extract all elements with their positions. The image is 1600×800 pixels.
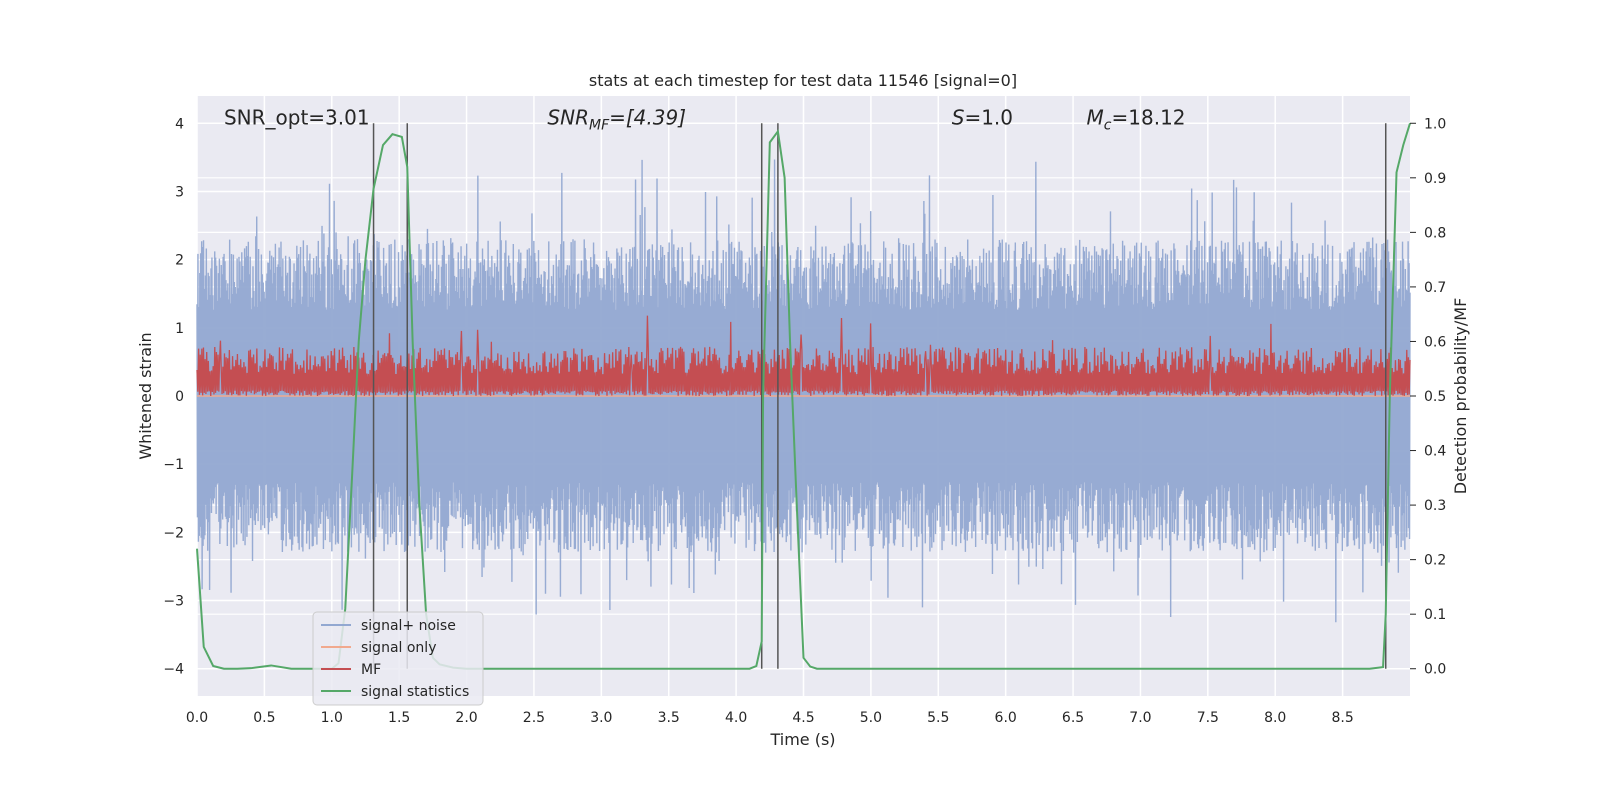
- y-left-tick-label: 1: [175, 321, 184, 337]
- y-right-tick-label: 0.4: [1424, 444, 1446, 460]
- y-left-tick-label: 2: [175, 253, 184, 269]
- x-tick-label: 8.0: [1264, 710, 1286, 726]
- x-tick-label: 2.5: [523, 710, 545, 726]
- y-left-tick-label: −2: [163, 525, 184, 541]
- chart-title: stats at each timestep for test data 115…: [589, 71, 1017, 90]
- signal-noise-line: [196, 159, 1411, 623]
- y-right-tick-label: 0.2: [1424, 553, 1446, 569]
- x-tick-label: 1.0: [321, 710, 343, 726]
- x-tick-label: 5.5: [927, 710, 949, 726]
- y-left-tick-label: −3: [163, 594, 184, 610]
- legend-label-mf: MF: [361, 662, 381, 678]
- x-tick-label: 3.0: [590, 710, 612, 726]
- legend-label-signal-statistics: signal statistics: [361, 684, 469, 700]
- y-right-tick-label: 0.8: [1424, 225, 1446, 241]
- annotation: SNRMF=[4.39]: [547, 105, 686, 133]
- x-ticks: 0.0 0.5 1.0 1.5 2.0 2.5 3.0 3.5 4.0 4.5 5.0 5.5 6.0 6…: [186, 710, 1354, 726]
- y-right-tick-label: 0.6: [1424, 334, 1446, 350]
- y-left-tick-label: −4: [163, 662, 184, 678]
- y-left-ticks: 4 3 2 1 0 −1 −2 −3 −4: [163, 116, 184, 677]
- x-tick-label: 6.5: [1062, 710, 1084, 726]
- legend-box: [312, 611, 484, 706]
- x-tick-label: 7.0: [1129, 710, 1151, 726]
- y-left-tick-label: 0: [175, 389, 184, 405]
- x-tick-label: 3.5: [658, 710, 680, 726]
- y-right-tick-label: 0.7: [1424, 280, 1446, 296]
- y-left-axis-label: Whitened strain: [136, 332, 155, 459]
- annotation: S=1.0: [952, 105, 1013, 129]
- x-tick-label: 2.0: [455, 710, 477, 726]
- mf-line: [196, 315, 1411, 397]
- mf-series: [196, 315, 1411, 397]
- y-right-tick-label: 1.0: [1424, 116, 1446, 132]
- y-right-tick-label: 0.1: [1424, 607, 1446, 623]
- signal-noise-series: [196, 159, 1411, 623]
- x-tick-label: 1.5: [388, 710, 410, 726]
- annotation: SNR_opt=3.01: [224, 105, 370, 129]
- x-tick-label: 8.5: [1331, 710, 1353, 726]
- legend-label-signal-noise: signal+ noise: [361, 618, 456, 634]
- y-left-tick-label: −1: [163, 457, 184, 473]
- y-right-tick-label: 0.0: [1424, 662, 1446, 678]
- x-tick-label: 0.0: [186, 710, 208, 726]
- y-left-tick-label: 4: [175, 116, 184, 132]
- legend: signal+ noise signal only MF signal stat…: [312, 611, 484, 706]
- annotation: Mc=18.12: [1087, 105, 1186, 133]
- x-tick-label: 4.5: [792, 710, 814, 726]
- y-right-ticks: 1.0 0.9 0.8 0.7 0.6 0.5 0.4 0.3 0.2 0.1 0.0: [1410, 116, 1446, 678]
- y-right-axis-label: Detection probability/MF: [1451, 298, 1470, 495]
- x-tick-label: 5.0: [860, 710, 882, 726]
- y-right-tick-label: 0.3: [1424, 498, 1446, 514]
- y-right-tick-label: 0.9: [1424, 171, 1446, 187]
- x-axis-label: Time (s): [769, 730, 835, 749]
- y-left-tick-label: 3: [175, 184, 184, 200]
- x-tick-label: 4.0: [725, 710, 747, 726]
- legend-label-signal-only: signal only: [361, 640, 436, 656]
- y-right-tick-label: 0.5: [1424, 389, 1446, 405]
- x-tick-label: 0.5: [253, 710, 275, 726]
- annotations: SNR_opt=3.01 SNRMF=[4.39] S=1.0 Mc=18.12: [224, 105, 1186, 133]
- x-tick-label: 6.0: [995, 710, 1017, 726]
- x-tick-label: 7.5: [1197, 710, 1219, 726]
